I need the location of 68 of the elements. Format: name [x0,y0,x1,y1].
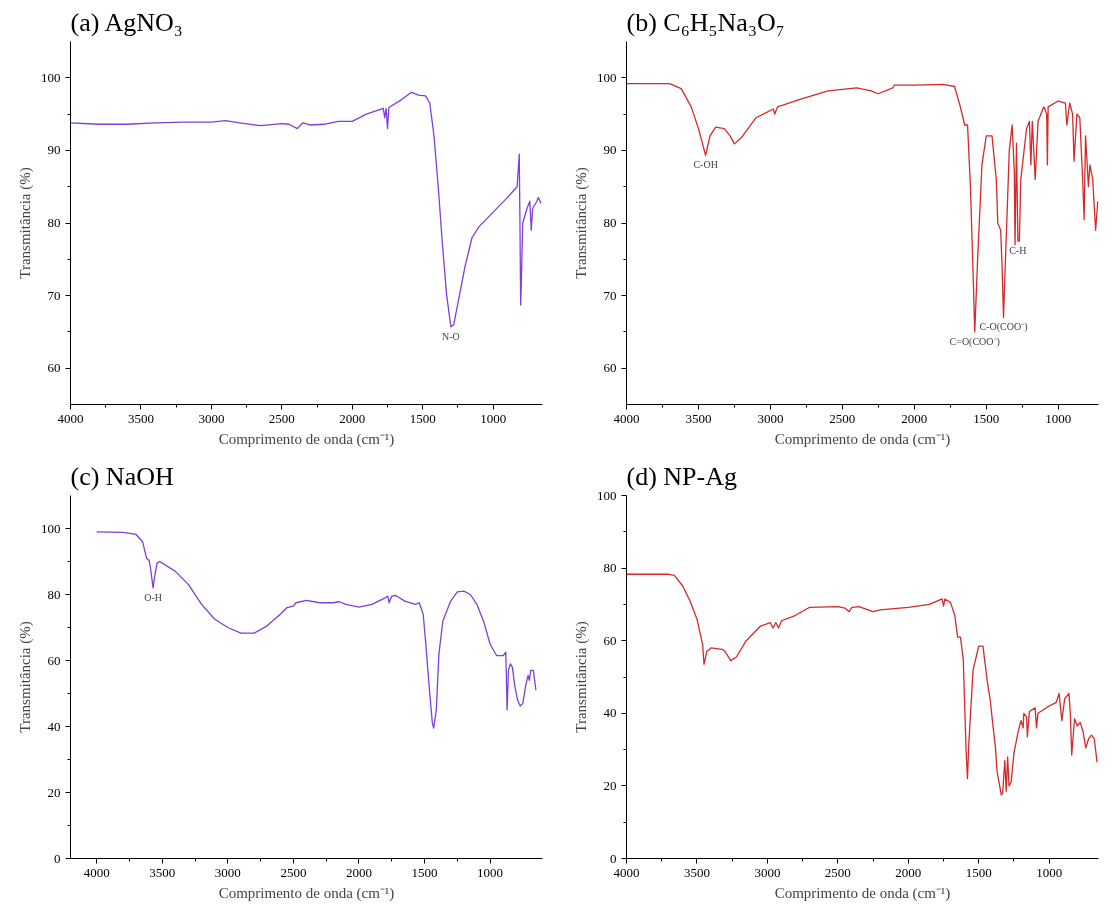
y-tick-label: 70 [603,287,617,303]
y-tick-label: 20 [47,784,61,800]
y-axis-title: Transmitância (%) [573,621,590,733]
chart-title: (b) C₆H₅Na₃O₇ [626,7,785,37]
x-tick-label: 2500 [268,410,295,426]
x-tick-label: 1500 [973,410,1000,426]
x-tick-label: 3000 [757,410,784,426]
y-tick-label: 100 [41,69,61,85]
x-tick-label: 3000 [214,864,241,880]
y-tick-label: 70 [47,287,61,303]
x-tick-label: 4000 [613,410,640,426]
annotation: C-O(COO⁻) [979,321,1028,334]
x-tick-label: 1500 [409,410,436,426]
y-tick-label: 100 [597,487,617,503]
y-tick-label: 0 [610,850,617,866]
y-tick-label: 60 [603,360,617,376]
x-tick-label: 3000 [198,410,225,426]
x-tick-label: 3000 [754,864,781,880]
x-tick-label: 2000 [895,864,922,880]
y-tick-label: 100 [597,69,617,85]
annotation: O-H [144,591,162,603]
y-tick-label: 80 [47,586,61,602]
x-tick-label: 3500 [683,864,710,880]
y-tick-label: 80 [603,215,617,230]
y-axis-title: Transmitância (%) [17,167,34,279]
x-tick-label: 2000 [339,410,366,426]
y-tick-label: 80 [603,560,617,576]
x-tick-label: 2500 [280,864,307,880]
x-tick-label: 2500 [829,410,856,426]
x-tick-label: 1000 [1045,410,1072,426]
x-axis-title: Comprimento de onda (cm⁻¹) [774,430,951,448]
x-axis-title: Comprimento de onda (cm⁻¹) [774,884,951,902]
x-tick-label: 1500 [411,864,438,880]
y-tick-label: 20 [603,777,617,793]
x-axis-title: Comprimento de onda (cm⁻¹) [218,884,395,902]
y-tick-label: 40 [603,705,617,721]
y-axis-title: Transmitância (%) [17,621,34,733]
y-tick-label: 60 [603,632,617,648]
x-tick-label: 2000 [901,410,928,426]
chart-title: (d) NP-Ag [626,461,737,491]
annotation: C-H [1009,245,1027,257]
chart-title: (c) NaOH [70,461,174,491]
y-tick-label: 60 [47,360,61,376]
x-tick-label: 2500 [824,864,851,880]
annotation: N-O [442,330,460,342]
y-tick-label: 80 [47,215,61,230]
x-axis-title: Comprimento de onda (cm⁻¹) [218,430,395,448]
x-tick-label: 1000 [1036,864,1063,880]
x-tick-label: 1000 [480,410,507,426]
x-tick-label: 4000 [57,410,84,426]
annotation: C=O(COO⁻) [949,335,1000,348]
x-tick-label: 1000 [477,864,504,880]
x-tick-label: 3500 [127,410,154,426]
y-tick-label: 0 [54,850,61,866]
x-tick-label: 3500 [685,410,712,426]
x-tick-label: 4000 [613,864,640,880]
y-tick-label: 40 [47,718,61,734]
y-tick-label: 90 [603,142,617,158]
x-tick-label: 1500 [965,864,992,880]
y-tick-label: 100 [41,520,61,536]
chart-title: (a) AgNO₃ [70,7,183,37]
x-tick-label: 3500 [149,864,176,880]
y-axis-title: Transmitância (%) [573,167,590,279]
x-tick-label: 2000 [345,864,372,880]
x-tick-label: 4000 [83,864,110,880]
annotation: C-OH [693,159,718,171]
y-tick-label: 60 [47,652,61,668]
y-tick-label: 90 [47,142,61,158]
